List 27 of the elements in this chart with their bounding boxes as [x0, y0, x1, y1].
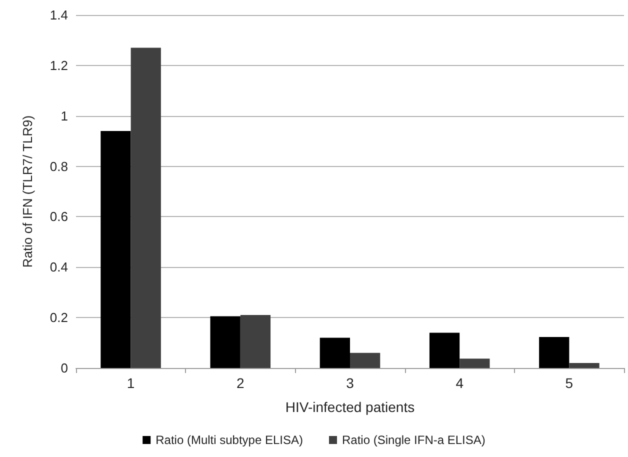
bar [460, 358, 490, 368]
x-tick-label: 2 [236, 375, 244, 391]
y-tick-label: 0.2 [50, 310, 68, 326]
bar [320, 338, 350, 368]
x-axis-title: HIV-infected patients [285, 399, 415, 415]
bar [100, 130, 131, 368]
bar [569, 362, 600, 368]
y-tick-label: 0.4 [50, 260, 68, 275]
y-tick-label: 1.4 [50, 8, 68, 22]
x-tick-label: 5 [565, 375, 574, 391]
x-tick-label: 1 [126, 375, 135, 391]
x-tick-label: 3 [346, 375, 354, 391]
bar [429, 332, 460, 368]
y-tick-label: 1 [60, 108, 68, 124]
x-tick-label: 4 [456, 375, 464, 391]
bar [350, 352, 380, 368]
y-tick-label: 0 [60, 360, 68, 376]
bar [240, 315, 271, 368]
legend-label: Ratio (Single IFN-a ELISA) [342, 433, 486, 447]
y-tick-label: 1.2 [50, 58, 68, 73]
legend-label: Ratio (Multi subtype ELISA) [156, 433, 304, 447]
bar [539, 336, 570, 368]
y-tick-label: 0.6 [50, 209, 68, 224]
bar [130, 48, 161, 368]
y-axis-title: Ratio of IFN (TLR7/ TLR9) [20, 115, 35, 268]
y-tick-label: 0.8 [50, 158, 68, 174]
bar [210, 316, 240, 368]
